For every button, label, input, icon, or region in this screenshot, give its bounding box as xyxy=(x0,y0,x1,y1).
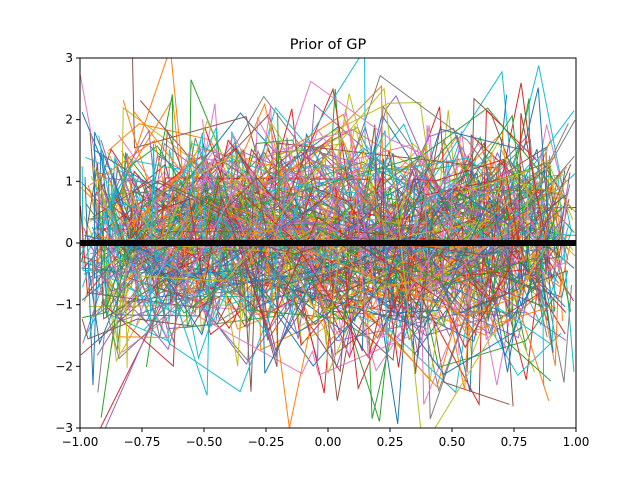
y-tick-label: −2 xyxy=(55,359,73,373)
x-tick-label: 0.50 xyxy=(439,435,466,449)
sample-line xyxy=(113,162,571,276)
sample-line xyxy=(91,139,504,317)
y-tick-label: −3 xyxy=(55,421,73,435)
sample-line xyxy=(88,145,575,326)
sample-line xyxy=(129,178,553,359)
x-tick-label: −0.50 xyxy=(186,435,223,449)
sample-line xyxy=(84,87,550,336)
sample-line xyxy=(89,139,559,264)
chart-title: Prior of GP xyxy=(290,37,367,53)
sample-line xyxy=(123,189,495,285)
y-tick-label: 0 xyxy=(65,236,73,250)
x-axis: −1.00 −0.75 −0.50 −0.25 0.00 0.25 0.50 0.75 1.00 xyxy=(62,428,590,449)
sample-lines-group xyxy=(80,58,576,428)
sample-line xyxy=(114,58,492,323)
x-tick-label: −1.00 xyxy=(62,435,99,449)
x-tick-label: 0.25 xyxy=(377,435,404,449)
sample-line xyxy=(277,113,561,315)
x-tick-label: 0.00 xyxy=(315,435,342,449)
sample-line xyxy=(83,142,576,298)
sample-line xyxy=(105,82,548,391)
sample-line xyxy=(237,134,534,294)
sample-line xyxy=(97,123,569,393)
sample-line xyxy=(94,149,537,360)
sample-line xyxy=(98,130,387,345)
sample-line xyxy=(157,172,557,428)
y-tick-label: 2 xyxy=(65,113,73,127)
sample-line xyxy=(121,79,521,302)
x-tick-label: 1.00 xyxy=(563,435,590,449)
x-tick-label: −0.75 xyxy=(124,435,161,449)
sample-line xyxy=(243,113,549,359)
sample-line xyxy=(117,153,567,318)
y-tick-label: 1 xyxy=(65,174,73,188)
sample-line xyxy=(134,134,564,321)
sample-line xyxy=(92,179,532,374)
sample-line xyxy=(93,87,547,428)
y-tick-label: 3 xyxy=(65,51,73,65)
x-tick-label: −0.25 xyxy=(248,435,285,449)
sample-line xyxy=(123,164,572,352)
sample-line xyxy=(130,142,532,338)
sample-line xyxy=(181,129,569,358)
sample-line xyxy=(133,177,569,256)
sample-line xyxy=(88,250,523,375)
sample-line xyxy=(252,196,532,374)
sample-line xyxy=(92,119,576,320)
sample-line xyxy=(94,157,571,316)
y-axis: −3 −2 −1 0 1 2 3 xyxy=(55,51,80,435)
x-tick-label: 0.75 xyxy=(501,435,528,449)
sample-line xyxy=(208,138,543,333)
sample-line xyxy=(146,158,526,368)
sample-line xyxy=(136,168,569,315)
y-tick-label: −1 xyxy=(55,298,73,312)
